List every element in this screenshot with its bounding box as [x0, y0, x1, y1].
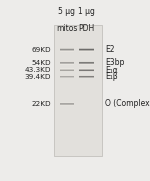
Bar	[60, 50, 74, 51]
Text: 39.4KD: 39.4KD	[24, 74, 51, 80]
Bar	[80, 47, 94, 48]
Text: O (Complex V): O (Complex V)	[105, 99, 150, 108]
Text: E2: E2	[105, 45, 115, 54]
Bar	[80, 49, 94, 50]
Text: 5 µg: 5 µg	[58, 7, 75, 16]
Text: 22KD: 22KD	[31, 101, 51, 107]
Text: E3bp: E3bp	[105, 58, 125, 67]
Text: 1 µg: 1 µg	[78, 7, 95, 16]
Text: mitos: mitos	[56, 24, 78, 33]
Text: 54KD: 54KD	[31, 60, 51, 66]
Bar	[80, 51, 94, 52]
Bar	[80, 50, 94, 51]
Bar	[54, 24, 102, 155]
Text: PDH: PDH	[79, 24, 95, 33]
Text: E₁β: E₁β	[105, 72, 118, 81]
Text: 43.3KD: 43.3KD	[24, 67, 51, 73]
Bar	[60, 51, 74, 52]
Bar	[60, 48, 74, 49]
Bar	[80, 48, 94, 49]
Text: E₁α: E₁α	[105, 66, 118, 75]
Bar	[60, 47, 74, 48]
Text: 69KD: 69KD	[31, 47, 51, 53]
Bar	[60, 49, 74, 50]
